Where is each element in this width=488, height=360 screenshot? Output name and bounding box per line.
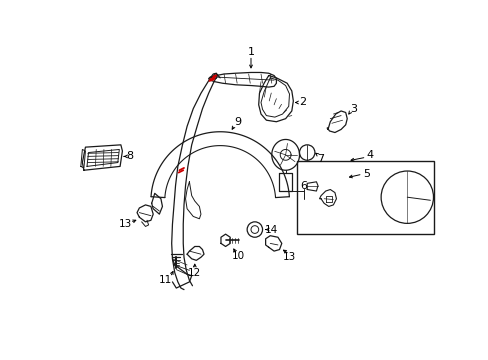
Text: 6: 6 xyxy=(300,181,307,191)
Text: 11: 11 xyxy=(159,275,172,285)
Text: 7: 7 xyxy=(317,154,324,164)
Text: 9: 9 xyxy=(234,117,241,127)
Text: 13: 13 xyxy=(282,252,296,262)
Text: 5: 5 xyxy=(362,169,369,179)
Text: 4: 4 xyxy=(366,150,373,160)
Text: 8: 8 xyxy=(126,152,133,161)
Text: 1: 1 xyxy=(247,48,254,58)
Text: 14: 14 xyxy=(264,225,278,235)
Text: 10: 10 xyxy=(231,252,244,261)
Text: 13: 13 xyxy=(119,219,132,229)
Text: 3: 3 xyxy=(349,104,356,114)
Text: 12: 12 xyxy=(188,268,201,278)
Bar xyxy=(297,161,433,234)
Text: 2: 2 xyxy=(299,98,305,108)
